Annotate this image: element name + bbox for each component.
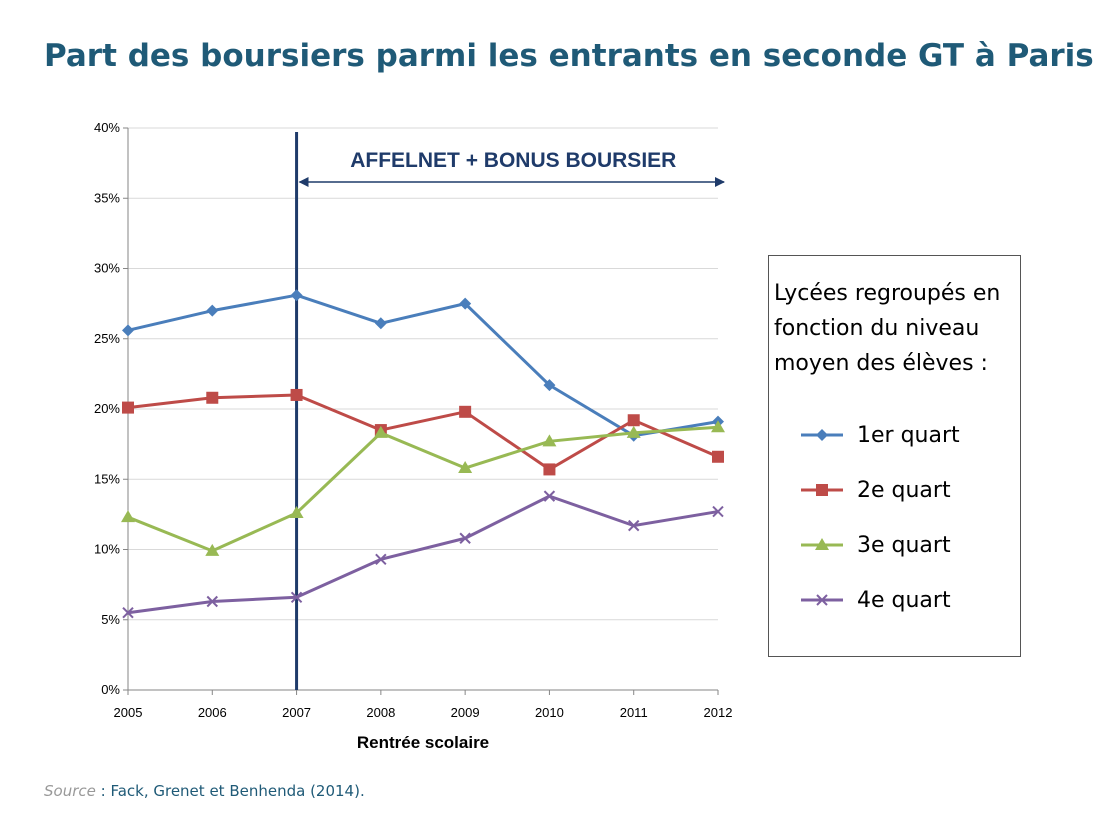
data-point-1er-quart [374, 317, 387, 330]
legend-item-2e-quart: 2e quart [799, 475, 951, 505]
legend-item-1er-quart: 1er quart [799, 420, 960, 450]
source-separator: : [95, 782, 111, 800]
data-point-1er-quart [122, 324, 134, 337]
series-4e-quart [122, 490, 724, 619]
data-point-3e-quart [373, 425, 388, 438]
legend-item-4e-quart: 4e quart [799, 585, 951, 615]
data-point-1er-quart [290, 289, 303, 302]
y-tick-label: 20% [94, 401, 120, 416]
data-point-2e-quart [290, 388, 303, 401]
legend-swatch-2e-quart [801, 484, 843, 496]
y-tick-label: 40% [94, 120, 120, 135]
data-point-4e-quart [375, 553, 387, 566]
data-point-3e-quart [121, 510, 135, 523]
x-tick-label: 2009 [451, 705, 480, 720]
legend-label-3e-quart: 3e quart [857, 532, 951, 558]
source-text: Fack, Grenet et Benhenda (2014). [110, 782, 365, 800]
x-tick-label: 2006 [198, 705, 227, 720]
x-tick-label: 2007 [282, 705, 311, 720]
y-tick-label: 35% [94, 190, 120, 205]
data-point-3e-quart [289, 505, 304, 518]
data-point-1er-quart [543, 379, 556, 392]
legend-label-4e-quart: 4e quart [857, 587, 951, 613]
data-point-3e-quart [458, 461, 473, 474]
legend-swatch-1er-quart [801, 429, 843, 441]
data-point-4e-quart [290, 591, 303, 603]
data-point-3e-quart [626, 425, 641, 438]
y-tick-label: 5% [101, 612, 120, 627]
data-point-2e-quart [122, 401, 134, 414]
gridlines [128, 127, 718, 621]
data-point-1er-quart [206, 304, 219, 317]
series-line-3e-quart [127, 425, 719, 553]
data-point-4e-quart [206, 595, 218, 608]
data-point-2e-quart [543, 463, 556, 476]
data-point-4e-quart [543, 490, 556, 502]
data-point-4e-quart [459, 532, 471, 544]
x-tick-label: 2010 [535, 705, 564, 720]
annotation: AFFELNET + BONUS BOURSIER [295, 132, 725, 690]
data-point-3e-quart [205, 543, 220, 556]
x-tick-label: 2005 [114, 705, 143, 720]
data-point-4e-quart [628, 519, 640, 532]
legend: Lycées regroupés en fonction du niveau m… [768, 255, 1021, 657]
legend-label-1er-quart: 1er quart [857, 422, 960, 448]
legend-swatch-3e-quart [801, 538, 843, 550]
legend-swatch-4e-quart [801, 594, 843, 606]
data-point-3e-quart [542, 434, 557, 447]
legend-title: Lycées regroupés en fonction du niveau m… [774, 281, 1001, 376]
series [121, 289, 725, 619]
data-point-2e-quart [712, 450, 724, 463]
y-tick-label: 15% [94, 471, 120, 486]
y-tick-label: 0% [101, 682, 120, 697]
data-point-3e-quart [711, 420, 725, 433]
source-label: Source [44, 782, 96, 800]
data-point-4e-quart [712, 505, 724, 518]
data-point-2e-quart [459, 405, 472, 418]
legend-label-2e-quart: 2e quart [857, 477, 951, 503]
data-point-2e-quart [206, 391, 219, 404]
x-axis-title: Rentrée scolaire [357, 733, 489, 752]
annotation-label: AFFELNET + BONUS BOURSIER [350, 149, 676, 172]
chart-title: Part des boursiers parmi les entrants en… [44, 38, 1094, 74]
series-3e-quart [121, 420, 725, 556]
y-tick-label: 25% [94, 331, 120, 346]
data-point-1er-quart [459, 297, 472, 310]
axes: 0% 5% 10% 15% 20% 25% 30% 35% 40% 2005 2006 2007 200… [94, 120, 732, 720]
x-tick-label: 2011 [620, 705, 648, 720]
data-point-2e-quart [627, 414, 640, 427]
source-note: Source : Fack, Grenet et Benhenda (2014)… [44, 782, 365, 800]
series-line-4e-quart [127, 494, 719, 615]
series-line-2e-quart [127, 393, 719, 471]
x-tick-label: 2012 [704, 705, 733, 720]
y-tick-label: 30% [94, 261, 120, 276]
data-point-4e-quart [122, 607, 134, 619]
legend-item-3e-quart: 3e quart [799, 530, 951, 560]
y-tick-label: 10% [94, 542, 120, 557]
x-tick-label: 2008 [366, 705, 395, 720]
